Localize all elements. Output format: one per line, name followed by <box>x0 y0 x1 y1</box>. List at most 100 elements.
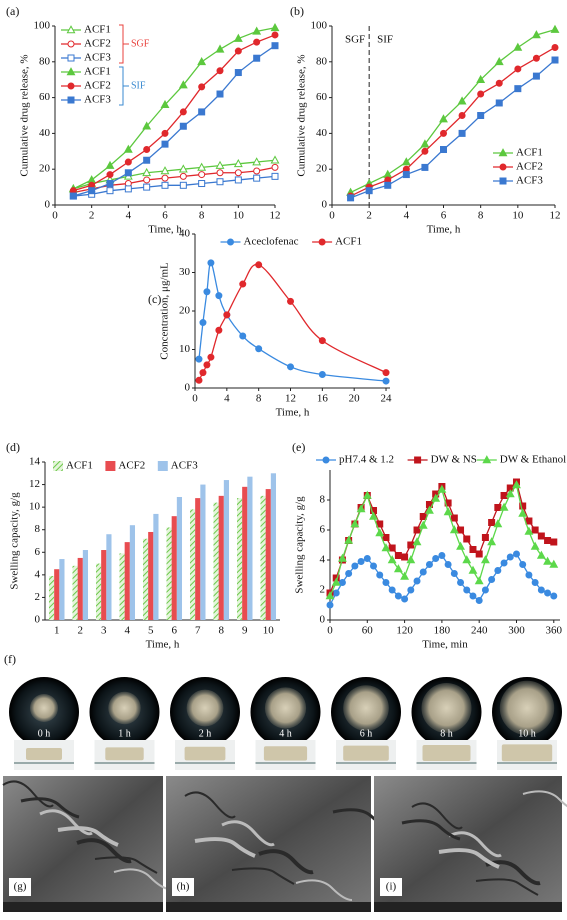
marker <box>469 592 477 600</box>
y-axis-title: Swelling capacity, g/g <box>9 492 21 590</box>
sem-texture <box>295 879 353 901</box>
marker <box>518 508 528 517</box>
x-axis-title: Time, min <box>422 639 468 651</box>
marker <box>88 187 96 195</box>
bar <box>218 495 224 620</box>
marker <box>106 187 114 195</box>
marker <box>419 513 427 520</box>
bar <box>223 480 230 620</box>
sem-texture <box>401 819 461 841</box>
legend-label: pH7.4 & 1.2 <box>339 454 394 466</box>
marker <box>233 33 243 42</box>
y-tick-label: 20 <box>39 163 51 175</box>
marker <box>382 377 390 385</box>
marker <box>227 238 234 246</box>
y-tick-label: 10 <box>29 501 41 513</box>
marker <box>498 148 508 157</box>
marker <box>476 74 486 83</box>
marker <box>482 455 492 464</box>
marker <box>432 555 440 562</box>
x-tick-label: 1 <box>54 625 60 637</box>
marker <box>178 80 188 89</box>
marker <box>365 187 373 195</box>
marker <box>477 90 485 98</box>
marker <box>384 181 392 189</box>
bar <box>95 563 102 620</box>
panel-label: (e) <box>292 440 305 454</box>
marker <box>419 568 427 576</box>
marker <box>143 183 151 191</box>
marker <box>215 326 223 334</box>
marker <box>197 162 207 171</box>
marker <box>443 507 453 516</box>
sem-texture <box>522 790 567 808</box>
marker <box>450 570 458 577</box>
marker <box>487 537 497 546</box>
photo-time: 0 h <box>38 728 51 739</box>
marker <box>513 42 523 51</box>
photo-gel <box>499 680 555 736</box>
marker <box>514 85 522 93</box>
marker <box>161 140 169 148</box>
marker <box>477 112 485 119</box>
marker <box>143 176 151 184</box>
marker <box>198 180 206 188</box>
marker <box>420 139 430 148</box>
marker <box>468 565 478 574</box>
marker <box>401 595 409 603</box>
sem-label: (i) <box>386 881 397 893</box>
marker <box>179 108 187 116</box>
sem-texture <box>221 820 275 847</box>
marker <box>179 172 187 180</box>
bar <box>48 575 55 620</box>
x-tick-label: 6 <box>441 210 447 222</box>
photo-time: 1 h <box>118 728 131 739</box>
legend-group-label: SIF <box>131 80 146 91</box>
x-tick-label: 2 <box>78 625 84 637</box>
sem-texture <box>2 780 54 808</box>
photo-time: 2 h <box>199 728 212 739</box>
marker <box>494 56 504 66</box>
x-tick-label: 4 <box>404 210 410 222</box>
marker <box>253 174 261 182</box>
marker <box>499 502 509 511</box>
y-tick-label: 80 <box>316 55 328 67</box>
marker <box>198 83 206 91</box>
side-photo-gel <box>263 746 308 761</box>
marker <box>350 519 360 528</box>
marker <box>462 555 472 564</box>
marker <box>347 194 355 202</box>
legend-label: ACF1 <box>516 147 543 159</box>
x-tick-label: 8 <box>219 625 225 637</box>
x-tick-label: 120 <box>396 625 413 637</box>
marker <box>67 82 75 90</box>
marker <box>199 369 207 377</box>
marker <box>215 292 223 300</box>
sem-info-bar <box>374 902 562 912</box>
marker <box>271 163 279 171</box>
marker <box>216 169 224 177</box>
bar <box>124 542 130 620</box>
legend-label: DW & NS <box>431 454 477 466</box>
marker <box>463 535 471 543</box>
side-photo-gel <box>105 747 144 761</box>
x-axis-title: Time, h <box>148 224 182 236</box>
marker <box>418 520 428 529</box>
marker <box>524 526 534 535</box>
sem-image <box>374 776 562 912</box>
legend-label: ACF2 <box>84 80 111 92</box>
marker <box>287 297 295 305</box>
bar <box>270 473 277 620</box>
legend-label: ACF1 <box>84 24 111 36</box>
marker <box>161 174 169 182</box>
marker <box>488 576 496 583</box>
x-tick-label: 3 <box>101 625 107 637</box>
legend-bracket <box>119 66 129 106</box>
marker <box>394 592 402 600</box>
sem-info-bar <box>166 902 371 912</box>
bar <box>189 509 196 620</box>
marker <box>525 571 533 579</box>
marker <box>550 24 560 33</box>
side-photo-gel <box>343 745 389 761</box>
marker <box>413 526 421 534</box>
